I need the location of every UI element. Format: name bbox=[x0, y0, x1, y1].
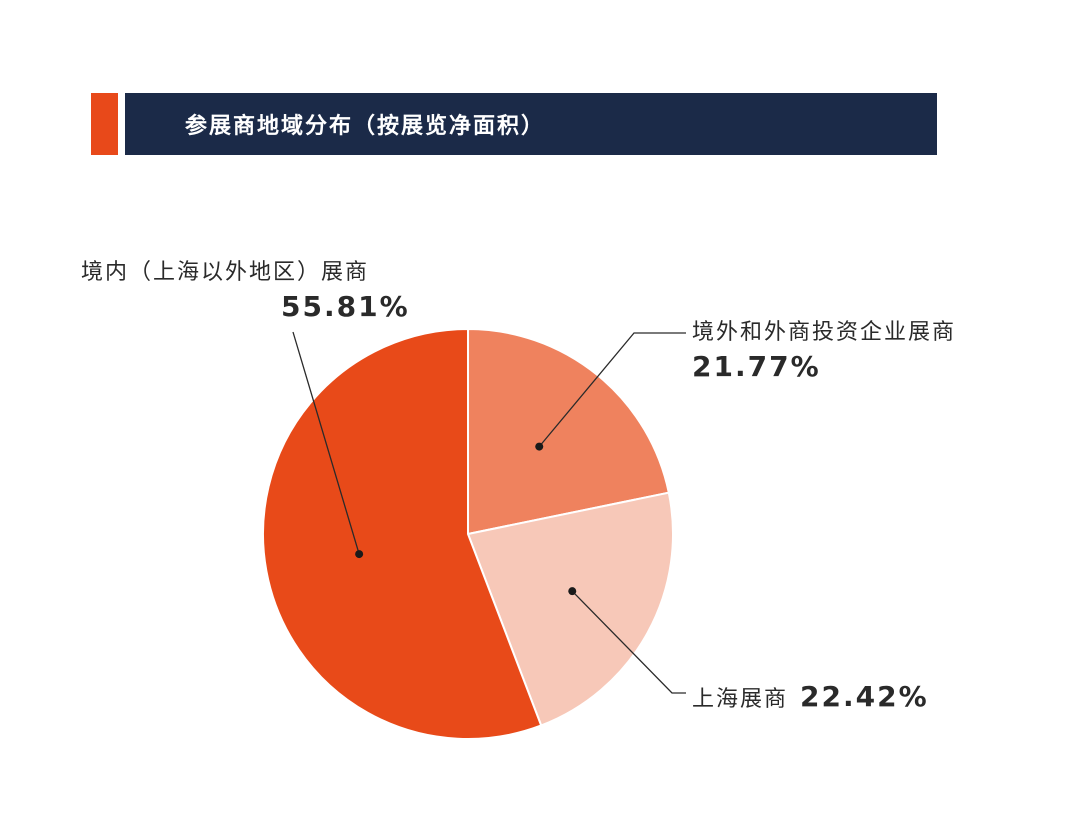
slice-label-foreign: 境外和外商投资企业展商 21.77% bbox=[692, 318, 956, 386]
leader-dot-domestic bbox=[355, 550, 364, 559]
chart-title: 参展商地域分布（按展览净面积） bbox=[185, 114, 546, 139]
chart-title-banner: 参展商地域分布（按展览净面积） bbox=[125, 93, 937, 155]
leader-dot-shanghai bbox=[568, 587, 577, 596]
pie-slice-foreign bbox=[467, 327, 670, 536]
slice-label-domestic: 境内（上海以外地区）展商 55.81% bbox=[81, 258, 410, 326]
leader-dot-foreign bbox=[535, 442, 544, 451]
slice-label-foreign-value: 21.77% bbox=[692, 350, 821, 383]
pie-slice-domestic bbox=[262, 327, 543, 740]
slice-label-domestic-name: 境内（上海以外地区）展商 bbox=[81, 260, 370, 285]
slice-label-foreign-name: 境外和外商投资企业展商 bbox=[692, 320, 957, 345]
slice-label-shanghai-value: 22.42% bbox=[800, 680, 929, 713]
leader-line-shanghai bbox=[571, 590, 686, 694]
leader-line-domestic bbox=[292, 331, 360, 555]
slice-label-shanghai: 上海展商 22.42% bbox=[692, 678, 929, 716]
slice-label-shanghai-name: 上海展商 bbox=[692, 687, 789, 712]
leader-line-foreign bbox=[538, 332, 686, 448]
banner-accent-bar bbox=[91, 93, 118, 155]
slice-label-domestic-value: 55.81% bbox=[281, 290, 410, 323]
